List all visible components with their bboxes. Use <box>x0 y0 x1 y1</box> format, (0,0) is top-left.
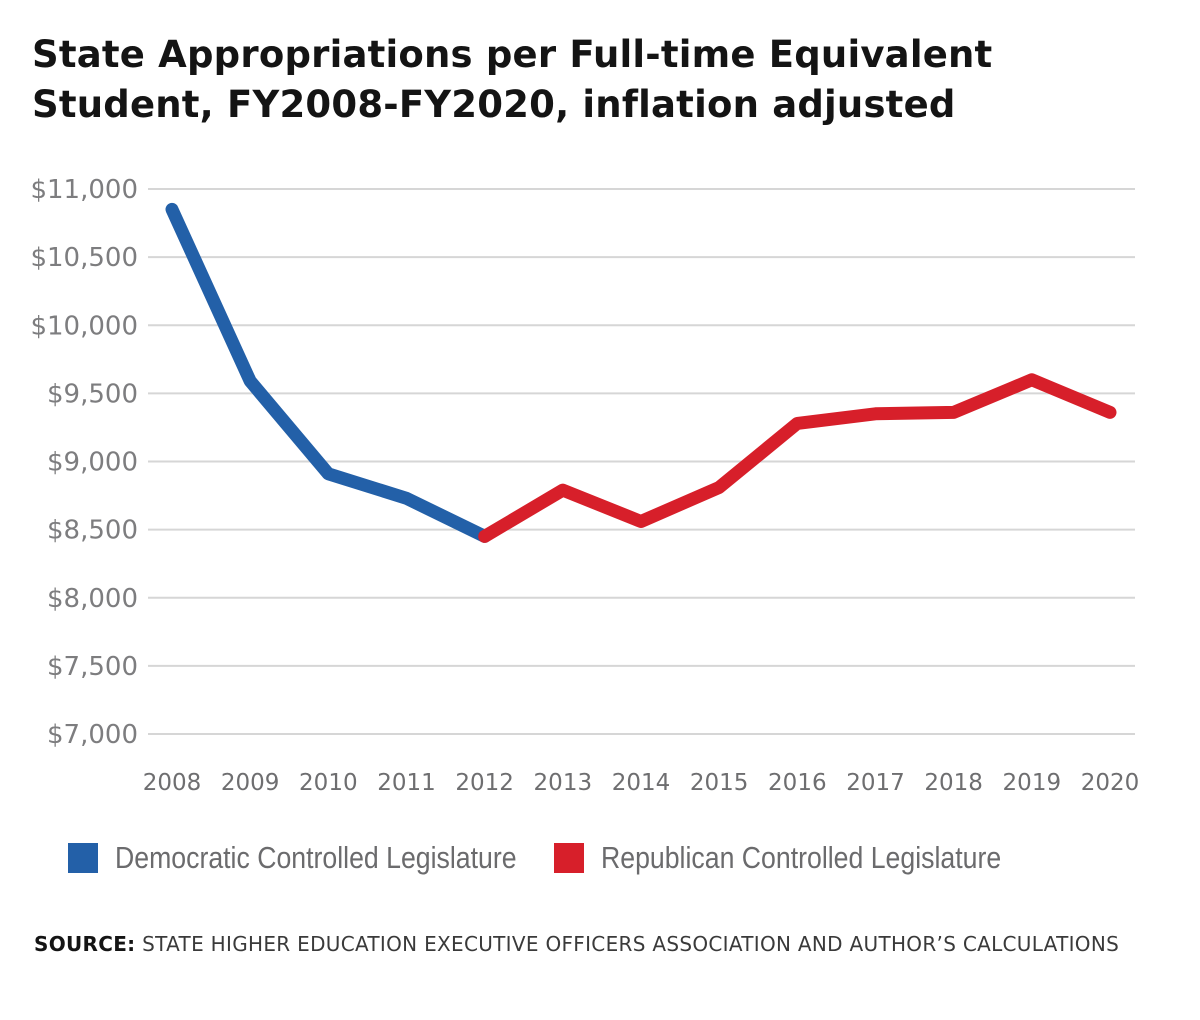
y-tick-label: $7,500 <box>47 652 138 682</box>
x-tick-label: 2011 <box>377 770 436 796</box>
x-tick-label: 2008 <box>143 770 202 796</box>
y-tick-label: $11,000 <box>30 175 138 205</box>
legend-item-democratic[interactable]: Democratic Controlled Legislature <box>68 840 522 876</box>
x-tick-label: 2014 <box>612 770 671 796</box>
y-tick-label: $7,000 <box>47 720 138 750</box>
y-axis-tick-labels: $7,000 $7,500 $8,000 $8,500 $9,000 $9,500 $10,… <box>30 175 138 750</box>
x-tick-label: 2018 <box>924 770 983 796</box>
chart-title: State Appropriations per Full-time Equiv… <box>32 33 993 126</box>
x-tick-label: 2009 <box>221 770 280 796</box>
x-tick-label: 2020 <box>1081 770 1140 796</box>
x-axis-tick-labels: 2008 2009 2010 2011 2012 2013 2014 2015 2016 2017… <box>143 770 1140 796</box>
y-tick-label: $10,000 <box>30 311 138 341</box>
legend-swatch-democratic <box>68 843 98 873</box>
y-tick-label: $9,000 <box>47 448 138 478</box>
x-tick-label: 2010 <box>299 770 358 796</box>
legend-label-republican: Republican Controlled Legislature <box>600 840 1002 875</box>
series-line-republican <box>478 373 1117 543</box>
y-tick-label: $9,500 <box>47 379 138 409</box>
legend-item-republican[interactable]: Republican Controlled Legislature <box>553 840 1006 876</box>
x-tick-label: 2016 <box>768 770 827 796</box>
source-text: STATE HIGHER EDUCATION EXECUTIVE OFFICER… <box>142 932 1120 956</box>
x-tick-label: 2013 <box>534 770 593 796</box>
y-tick-label: $8,500 <box>47 516 138 546</box>
legend-label-democratic: Democratic Controlled Legislature <box>115 840 517 875</box>
gridlines <box>148 188 1135 735</box>
x-tick-label: 2019 <box>1003 770 1062 796</box>
x-tick-label: 2012 <box>455 770 514 796</box>
y-tick-label: $10,500 <box>30 243 138 273</box>
y-tick-label: $8,000 <box>47 584 138 614</box>
legend-swatch-republican <box>553 843 584 873</box>
x-tick-label: 2015 <box>690 770 749 796</box>
series-line-democratic <box>165 202 492 543</box>
x-tick-label: 2017 <box>846 770 905 796</box>
series-lines <box>165 202 1117 543</box>
source-note: SOURCE: STATE HIGHER EDUCATION EXECUTIVE… <box>34 930 1154 958</box>
source-label: SOURCE: <box>34 932 136 956</box>
line-chart: $7,000 $7,500 $8,000 $8,500 $9,000 $9,500 $10,… <box>30 175 1140 796</box>
legend: Democratic Controlled Legislature Republ… <box>68 840 1038 876</box>
